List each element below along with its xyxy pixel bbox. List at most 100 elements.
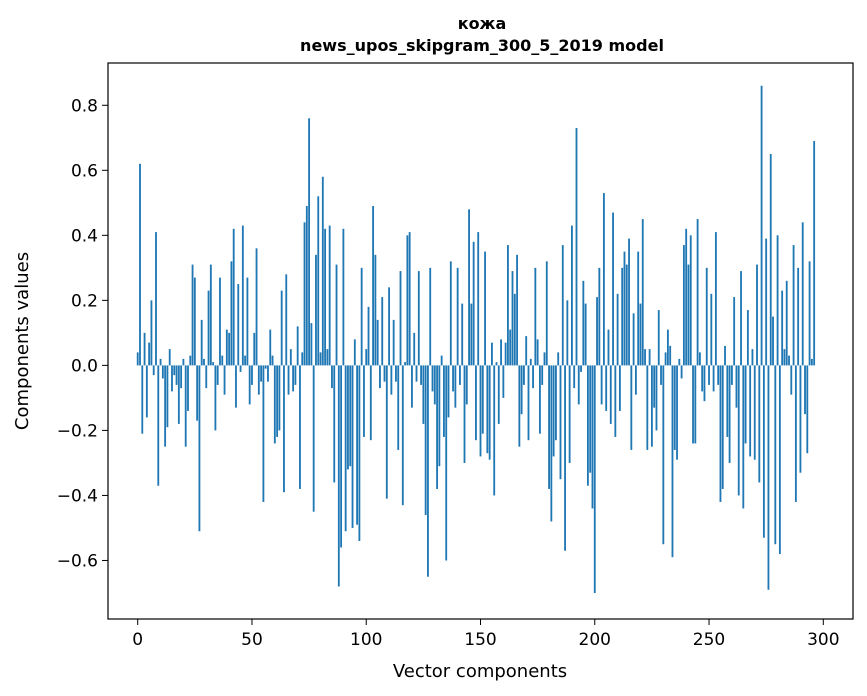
bar — [497, 365, 500, 424]
x-axis-ticks: 0 50 100 150 200 250 300 — [132, 619, 840, 650]
bar — [328, 225, 331, 366]
bar — [296, 326, 299, 366]
bar — [545, 261, 548, 366]
bar — [273, 365, 276, 444]
bar — [491, 342, 493, 366]
bar — [207, 290, 210, 366]
x-tick-label: 200 — [579, 630, 611, 650]
bar — [145, 365, 148, 418]
bar — [232, 228, 235, 366]
bar — [612, 212, 614, 366]
bar — [241, 225, 244, 366]
bar — [580, 365, 582, 372]
bar — [541, 365, 544, 385]
bar — [813, 141, 816, 366]
bar — [335, 264, 338, 366]
bar — [465, 365, 468, 405]
bar — [568, 365, 571, 463]
bar — [742, 365, 745, 509]
bar — [280, 290, 283, 366]
bar — [193, 277, 196, 366]
bar — [543, 352, 546, 366]
bar — [584, 303, 587, 366]
bar — [778, 365, 781, 554]
bar — [376, 319, 379, 366]
bar — [248, 365, 251, 405]
bar — [751, 349, 754, 366]
bar — [694, 365, 697, 444]
bar — [452, 365, 454, 392]
plot-frame — [107, 62, 854, 620]
bar — [198, 365, 201, 532]
bar — [669, 345, 672, 366]
bar — [475, 365, 477, 441]
bar — [600, 365, 603, 405]
bar — [374, 254, 377, 366]
bar — [516, 254, 518, 366]
bar — [305, 206, 308, 366]
bar — [255, 248, 258, 366]
bar — [696, 219, 699, 366]
bar — [326, 349, 329, 366]
bar-series — [136, 85, 816, 593]
bar — [413, 332, 416, 366]
bar — [143, 332, 146, 366]
bar — [468, 209, 470, 366]
bar — [152, 365, 155, 376]
y-tick-label: −0.4 — [57, 486, 98, 506]
bar — [520, 365, 523, 415]
bar — [246, 277, 249, 366]
bar — [484, 251, 486, 366]
bar — [653, 365, 656, 408]
bar — [292, 365, 295, 392]
bar — [682, 245, 685, 366]
bar — [365, 349, 368, 366]
bar — [639, 303, 642, 366]
bar — [269, 329, 272, 366]
bar — [527, 365, 530, 441]
bar — [372, 206, 375, 366]
bar — [230, 261, 233, 366]
bar — [184, 365, 187, 447]
bar — [632, 313, 635, 366]
bar — [196, 365, 199, 421]
bar — [148, 342, 151, 366]
bar — [564, 365, 566, 551]
x-tick-label: 250 — [693, 630, 725, 650]
bar — [525, 336, 528, 366]
bar — [470, 303, 473, 366]
bar — [337, 365, 340, 587]
bar — [406, 235, 409, 366]
bar — [692, 365, 694, 444]
bar — [340, 365, 343, 548]
bar — [385, 365, 388, 499]
bar — [404, 362, 406, 366]
bar — [417, 271, 420, 366]
bar — [714, 232, 717, 366]
bar — [276, 365, 279, 437]
bar — [317, 196, 320, 366]
bar — [730, 365, 733, 385]
bar — [513, 293, 516, 366]
bar — [267, 365, 269, 382]
bar — [509, 329, 512, 366]
bar — [427, 365, 429, 577]
bar — [260, 365, 263, 382]
bar — [294, 365, 297, 385]
bar — [664, 352, 667, 366]
bar — [698, 352, 701, 366]
bar — [383, 365, 386, 382]
bar — [454, 365, 457, 408]
bar — [804, 365, 806, 415]
bar — [381, 297, 384, 366]
bar — [443, 365, 445, 437]
bar — [712, 365, 715, 392]
bar — [289, 349, 292, 366]
bar — [205, 365, 208, 389]
bar — [235, 365, 237, 408]
bar — [481, 365, 484, 434]
bar — [539, 365, 541, 434]
bar — [760, 85, 763, 366]
bar — [303, 222, 306, 366]
bar — [673, 365, 676, 450]
